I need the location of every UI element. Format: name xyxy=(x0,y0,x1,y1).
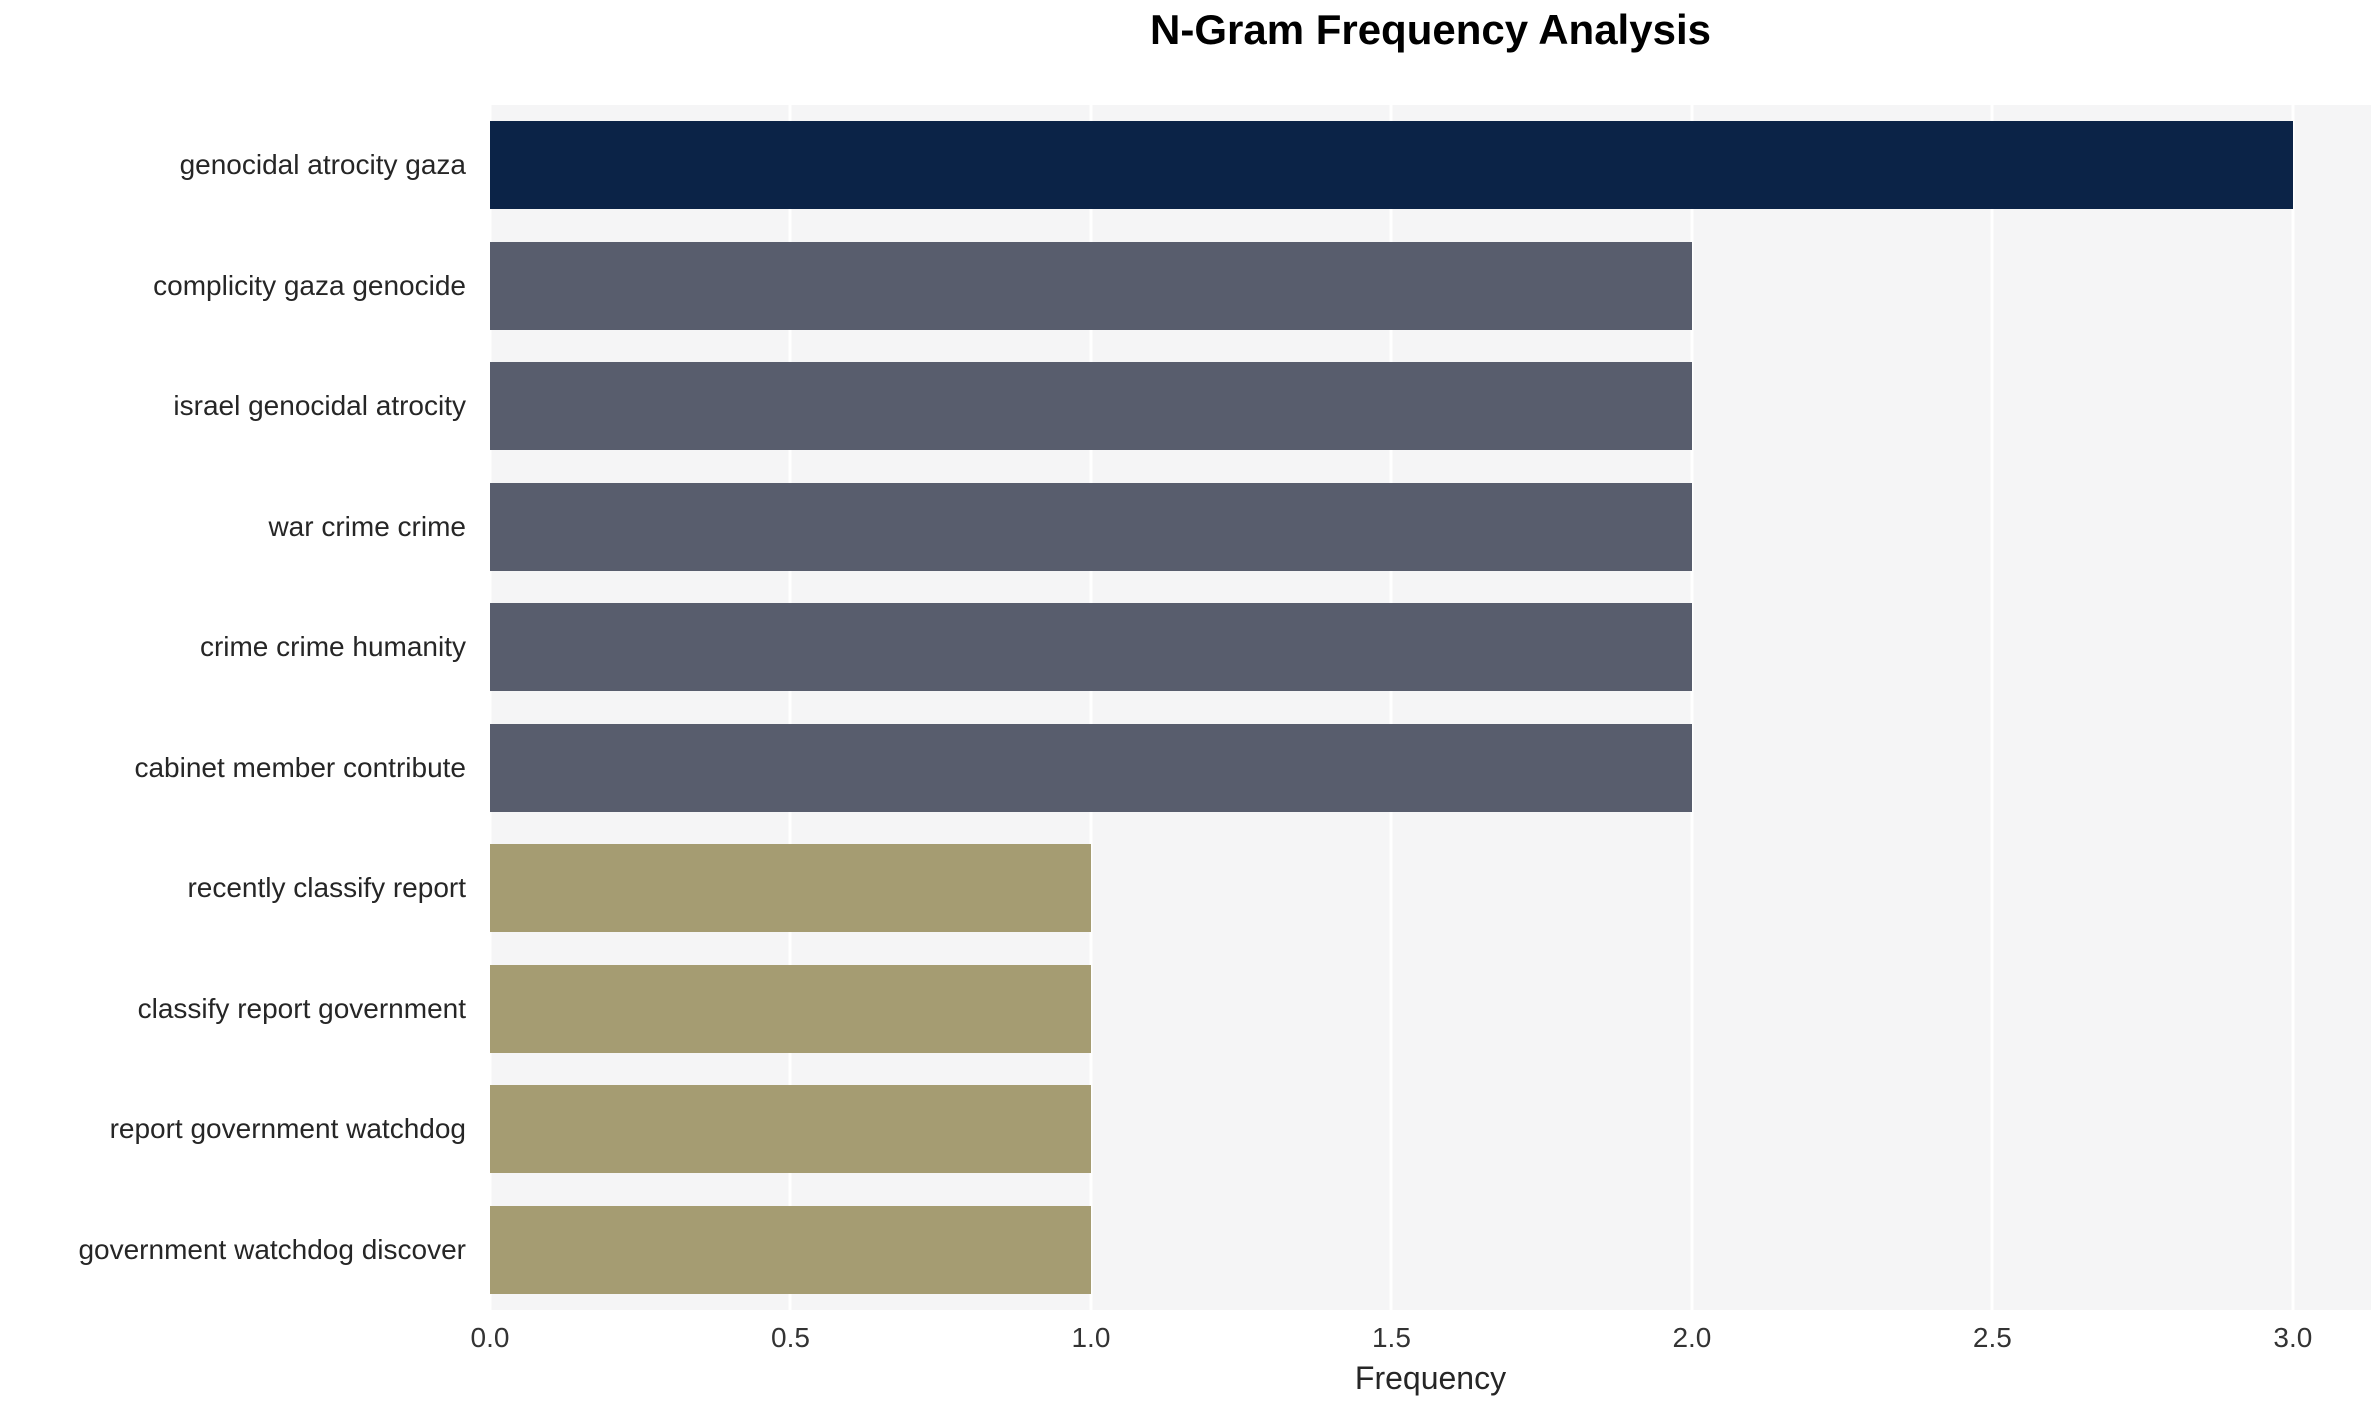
category-label: israel genocidal atrocity xyxy=(173,390,466,422)
category-label: cabinet member contribute xyxy=(134,751,466,783)
bar-row xyxy=(490,587,2371,708)
bar xyxy=(490,723,1692,812)
x-tick-label: 0.5 xyxy=(771,1322,810,1353)
bar-row xyxy=(490,828,2371,949)
bar-row xyxy=(490,1190,2371,1311)
category-label: recently classify report xyxy=(187,872,466,904)
bar-row xyxy=(490,949,2371,1070)
category-label: report government watchdog xyxy=(109,1113,466,1145)
x-tick-label: 1.5 xyxy=(1371,1322,1411,1353)
bar xyxy=(490,1205,1091,1294)
gridline xyxy=(2291,105,2295,1310)
chart-title: N-Gram Frequency Analysis xyxy=(1150,6,1711,53)
bar-row xyxy=(490,1069,2371,1190)
gridline xyxy=(788,105,792,1310)
bar-row xyxy=(490,346,2371,467)
category-label: genocidal atrocity gaza xyxy=(179,149,466,181)
gridline xyxy=(488,105,492,1310)
x-tick-label: 2.5 xyxy=(1972,1322,2012,1353)
bar xyxy=(490,844,1091,933)
y-axis-category-labels: genocidal atrocity gaza complicity gaza g… xyxy=(0,105,478,1310)
x-axis-ticks: 0.0 0.5 1.0 1.5 2.0 2.5 3.0 xyxy=(471,1322,2371,1358)
bar xyxy=(490,964,1091,1053)
category-label: government watchdog discover xyxy=(78,1233,466,1265)
x-tick-label: 2.0 xyxy=(1672,1322,1712,1353)
x-tick-label: 0.0 xyxy=(470,1322,510,1353)
category-label: crime crime humanity xyxy=(199,631,466,663)
bars-layer xyxy=(490,105,2371,1310)
category-label: war crime crime xyxy=(268,510,466,542)
bar-row xyxy=(490,708,2371,829)
bar xyxy=(490,482,1692,571)
bar xyxy=(490,241,1692,330)
category-label: complicity gaza genocide xyxy=(153,269,466,301)
x-tick-label: 1.0 xyxy=(1071,1322,1111,1353)
bar xyxy=(490,362,1692,451)
gridline xyxy=(1389,105,1393,1310)
bar-row xyxy=(490,226,2371,347)
x-tick-label: 3.0 xyxy=(2273,1322,2313,1353)
bar xyxy=(490,121,2293,210)
gridline xyxy=(1089,105,1093,1310)
bar xyxy=(490,603,1692,692)
bar xyxy=(490,1085,1091,1174)
category-label: classify report government xyxy=(137,992,466,1024)
bar-row xyxy=(490,467,2371,588)
x-axis-title: Frequency xyxy=(1354,1360,1507,1396)
gridline xyxy=(1990,105,1994,1310)
gridline xyxy=(1690,105,1694,1310)
bar-row xyxy=(490,105,2371,226)
